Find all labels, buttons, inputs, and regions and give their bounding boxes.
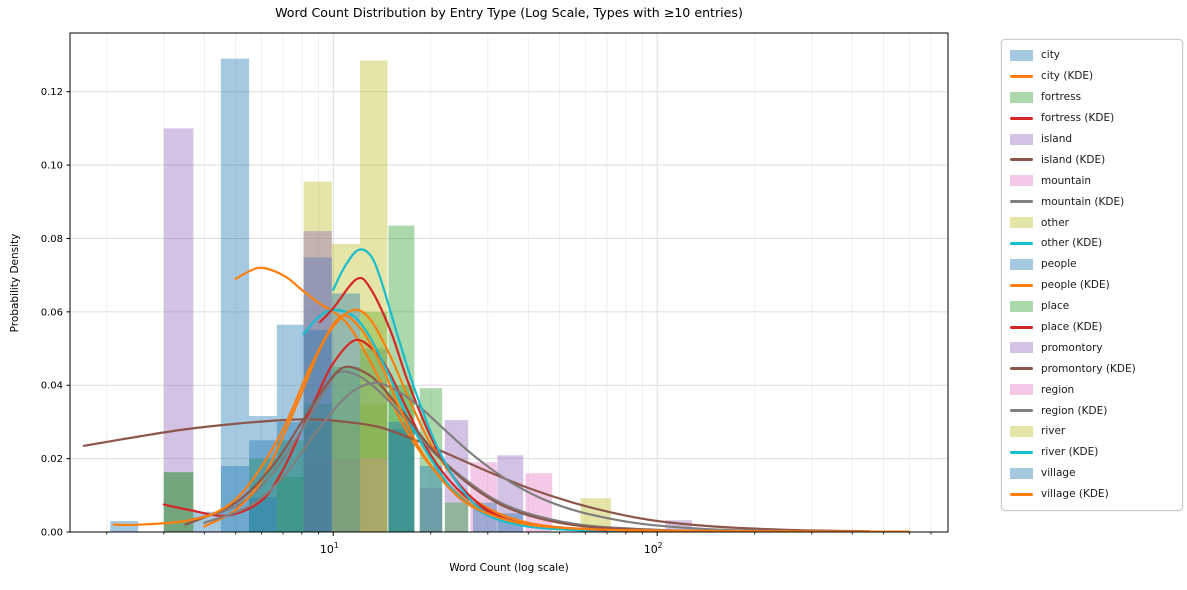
kde-promontory [184, 365, 716, 532]
legend-item-island: island [1002, 129, 1182, 150]
legend-item-fortress-kde: fortress (KDE) [1002, 108, 1182, 129]
histogram-swatch-icon [1010, 342, 1033, 354]
hist-river [331, 60, 611, 532]
hist-city [220, 58, 304, 532]
histogram-swatch-icon [1010, 91, 1033, 103]
kde-place [318, 276, 609, 532]
kde-line-swatch-icon [1010, 158, 1033, 162]
legend-item-village-kde: village (KDE) [1002, 484, 1182, 505]
legend-label: place [1041, 300, 1070, 313]
y-tick-label: 0.08 [41, 234, 63, 245]
legend-item-place: place [1002, 296, 1182, 317]
legend-item-region-kde: region (KDE) [1002, 400, 1182, 421]
histogram-swatch-icon [1010, 258, 1033, 270]
legend-label: mountain (KDE) [1041, 195, 1125, 208]
hist-island [163, 128, 469, 532]
x-tick-label: 102 [644, 541, 663, 556]
legend-label: people (KDE) [1041, 279, 1110, 292]
histogram-swatch-icon [1010, 467, 1033, 479]
histogram-swatch-icon [1010, 217, 1033, 229]
kde-line-swatch-icon [1010, 492, 1033, 496]
legend-label: people [1041, 258, 1077, 271]
legend-item-island-kde: island (KDE) [1002, 149, 1182, 170]
kde-line-swatch-icon [1010, 116, 1033, 120]
kde-region [203, 381, 788, 532]
legend-label: mountain [1041, 174, 1092, 187]
histogram-swatch-icon [1010, 175, 1033, 187]
legend-label: village [1041, 467, 1076, 480]
kde-line-swatch-icon [1010, 74, 1033, 78]
kde-line-swatch-icon [1010, 367, 1033, 371]
kde-line-swatch-icon [1010, 325, 1033, 329]
legend-label: region [1041, 383, 1075, 396]
legend: city city (KDE) fortress fortress (KDE) isla… [1001, 39, 1183, 511]
y-tick-label: 0.06 [41, 307, 63, 318]
x-tick-label: 101 [320, 541, 339, 556]
legend-label: city [1041, 49, 1061, 62]
legend-label: river [1041, 425, 1066, 438]
legend-item-other-kde: other (KDE) [1002, 233, 1182, 254]
kde-village [112, 314, 911, 532]
legend-item-river-kde: river (KDE) [1002, 442, 1182, 463]
legend-label: promontory [1041, 341, 1103, 354]
histogram-bars [110, 58, 692, 532]
legend-label: river (KDE) [1041, 446, 1099, 459]
gridlines [70, 33, 948, 533]
legend-label: promontory (KDE) [1041, 362, 1136, 375]
histogram-swatch-icon [1010, 425, 1033, 437]
legend-label: island [1041, 133, 1073, 145]
legend-label: island (KDE) [1041, 153, 1106, 166]
legend-item-people: people [1002, 254, 1182, 275]
legend-item-promontory: promontory [1002, 337, 1182, 358]
legend-item-village: village [1002, 463, 1182, 484]
histogram-swatch-icon [1010, 300, 1033, 312]
kde-line-swatch-icon [1010, 450, 1033, 454]
histogram-swatch-icon [1010, 133, 1033, 145]
axes-spines [69, 32, 949, 533]
kde-line-swatch-icon [1010, 200, 1033, 204]
legend-item-mountain: mountain [1002, 170, 1182, 191]
legend-item-other: other [1002, 212, 1182, 233]
legend-item-river: river [1002, 421, 1182, 442]
kde-people [203, 308, 684, 532]
legend-item-city-kde: city (KDE) [1002, 66, 1182, 87]
kde-curves [82, 248, 911, 532]
y-tick-label: 0.00 [41, 528, 63, 539]
kde-line-swatch-icon [1010, 283, 1033, 287]
hist-promontory [303, 231, 692, 532]
axis-ticks: 0.00 0.02 0.04 0.06 0.08 0.10 0.12 101 102 [41, 87, 932, 556]
kde-line-swatch-icon [1010, 409, 1033, 413]
legend-item-city: city [1002, 45, 1182, 66]
legend-item-fortress: fortress [1002, 87, 1182, 108]
kde-line-swatch-icon [1010, 241, 1033, 245]
hist-people [220, 257, 497, 532]
legend-label: city (KDE) [1041, 70, 1094, 83]
histogram-swatch-icon [1010, 384, 1033, 396]
legend-label: other (KDE) [1041, 237, 1103, 250]
y-tick-label: 0.04 [41, 381, 63, 392]
chart-title: Word Count Distribution by Entry Type (L… [275, 5, 743, 20]
histogram-swatch-icon [1010, 49, 1033, 61]
legend-label: other [1041, 216, 1069, 229]
legend-label: region (KDE) [1041, 404, 1108, 417]
legend-label: place (KDE) [1041, 321, 1103, 334]
legend-label: fortress (KDE) [1041, 112, 1115, 125]
kde-mountain [184, 370, 725, 532]
legend-item-place-kde: place (KDE) [1002, 317, 1182, 338]
legend-item-mountain-kde: mountain (KDE) [1002, 191, 1182, 212]
y-tick-label: 0.02 [41, 454, 63, 465]
legend-label: village (KDE) [1041, 488, 1109, 501]
y-tick-label: 0.10 [41, 161, 63, 172]
legend-item-region: region [1002, 379, 1182, 400]
y-tick-label: 0.12 [41, 87, 63, 98]
legend-label: fortress [1041, 91, 1082, 104]
legend-item-people-kde: people (KDE) [1002, 275, 1182, 296]
legend-item-promontory-kde: promontory (KDE) [1002, 358, 1182, 379]
x-axis-label: Word Count (log scale) [449, 562, 569, 574]
